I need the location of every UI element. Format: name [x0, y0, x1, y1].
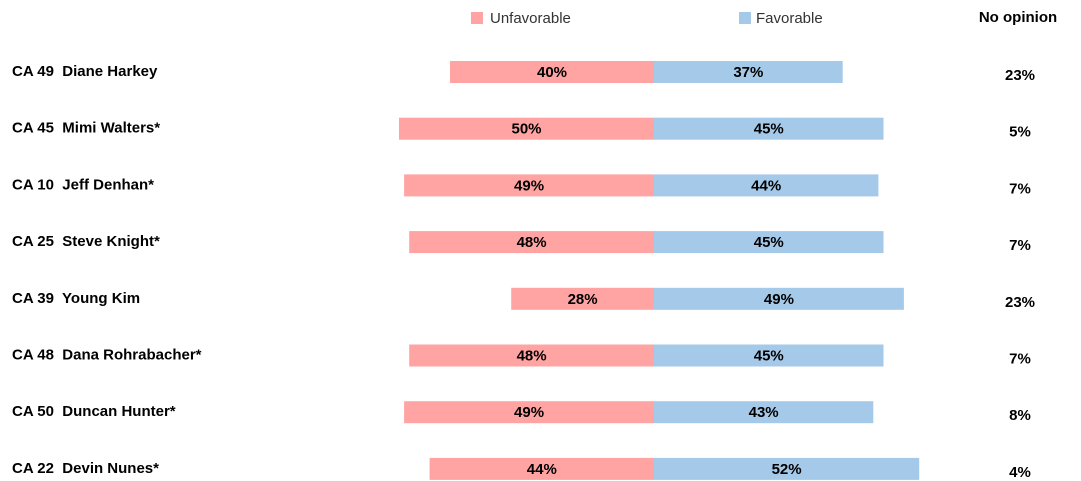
no-opinion-value: 7%: [1009, 180, 1031, 197]
row-label: CA 48 Dana Rohrabacher*: [12, 346, 202, 363]
no-opinion-value: 4%: [1009, 464, 1031, 481]
bar-label: 49%: [514, 404, 544, 421]
bar-label: 44%: [527, 461, 557, 478]
bar-label: 28%: [568, 291, 598, 308]
bar-label: 50%: [511, 121, 541, 138]
bar-favorable: [654, 231, 884, 254]
row-label: CA 22 Devin Nunes*: [12, 460, 159, 477]
bar-label: 43%: [749, 404, 779, 421]
bar-label: 45%: [754, 347, 784, 364]
legend-label: Unfavorable: [490, 10, 571, 27]
bar-unfavorable: [404, 401, 654, 424]
bar-label: 49%: [514, 177, 544, 194]
bar-label: 48%: [517, 347, 547, 364]
bar-label: 45%: [754, 234, 784, 251]
bar-favorable: [654, 344, 884, 367]
no-opinion-value: 7%: [1009, 237, 1031, 254]
no-opinion-value: 8%: [1009, 407, 1031, 424]
row-label: CA 25 Steve Knight*: [12, 233, 160, 250]
bar-label: 49%: [764, 291, 794, 308]
bar-favorable: [654, 174, 879, 197]
bar-favorable: [654, 287, 904, 310]
row-label: CA 45 Mimi Walters*: [12, 120, 160, 137]
bar-label: 44%: [751, 177, 781, 194]
bar-label: 40%: [537, 64, 567, 81]
bar-unfavorable: [409, 231, 654, 254]
bar-favorable: [654, 61, 843, 83]
row-label: CA 39 Young Kim: [12, 290, 140, 307]
bar-favorable: [654, 457, 920, 480]
no-opinion-value: 5%: [1009, 124, 1031, 141]
legend-label: Favorable: [756, 10, 823, 27]
row-label: CA 49 Diane Harkey: [12, 63, 158, 80]
bar-label: 37%: [733, 64, 763, 81]
legend-swatch: [471, 12, 483, 24]
bar-unfavorable: [409, 344, 654, 367]
no-opinion-value: 7%: [1009, 350, 1031, 367]
bar-label: 48%: [517, 234, 547, 251]
bar-label: 52%: [772, 461, 802, 478]
bar-unfavorable: [399, 117, 654, 140]
bar-unfavorable: [404, 174, 654, 197]
bar-label: 45%: [754, 121, 784, 138]
row-label: CA 50 Duncan Hunter*: [12, 403, 176, 420]
bar-unfavorable: [511, 287, 654, 310]
bar-unfavorable: [450, 61, 654, 83]
no-opinion-value: 23%: [1005, 294, 1035, 311]
no-opinion-value: 23%: [1005, 67, 1035, 84]
legend-swatch: [739, 12, 751, 24]
row-label: CA 10 Jeff Denhan*: [12, 176, 154, 193]
bar-favorable: [654, 401, 874, 424]
bar-unfavorable: [429, 457, 654, 480]
column-header: No opinion: [979, 9, 1057, 26]
bar-favorable: [654, 117, 884, 140]
